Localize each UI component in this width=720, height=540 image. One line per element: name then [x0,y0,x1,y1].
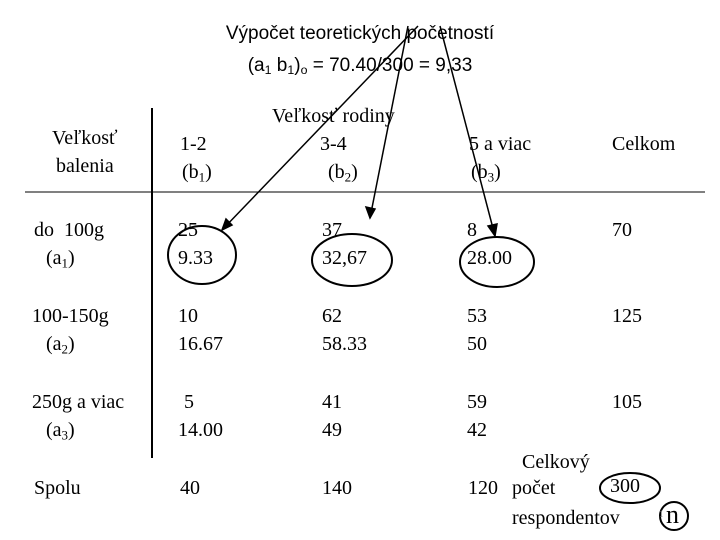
column-sub: (b2) [328,162,358,183]
observed: 5 [184,391,194,413]
row-sub: (a2) [46,334,75,355]
text: = 70.40/300 = 9,33 [307,55,473,76]
text: (a [46,333,62,355]
text: 2 [61,341,69,357]
slide-number: 1 [659,509,664,519]
note: 300 [610,475,640,497]
observed: 37 [322,219,342,241]
text: b [271,55,288,76]
expected: 28.00 [467,247,512,269]
text: 2 [344,169,352,185]
circles [167,225,689,531]
column-sub: (b1) [182,162,212,183]
expected: 42 [467,419,487,441]
expected: 32,67 [322,247,367,269]
text: 1 [198,169,206,185]
expected: 9.33 [178,247,213,269]
column-sub: (b3) [471,162,501,183]
text: 3 [487,169,495,185]
total-label: Celkom [612,133,676,155]
row-total: 105 [612,391,642,413]
text: (b [471,161,488,183]
row-label: do 100g [34,219,104,241]
text: ) [68,333,75,355]
note-symbol: n [666,500,679,529]
observed: 8 [467,219,477,241]
text: ) [68,247,75,269]
text: ) [351,161,358,183]
text: 3 [61,427,69,443]
arrows [220,25,498,238]
row-label: 100-150g [32,305,109,327]
text: (a [46,419,62,441]
column-total: 140 [322,477,352,499]
group-label: Veľkosť rodiny [272,105,395,127]
corner-label: balenia [56,155,114,177]
observed: 53 [467,305,487,327]
observed: 25 [178,219,198,241]
expected: 58.33 [322,333,367,355]
row-total: 70 [612,219,632,241]
text: ) [494,161,501,183]
title-line2: (a1 b1)o = 70.40/300 = 9,33 [0,56,720,76]
note: Celkový [522,451,590,473]
footer-label: Spolu [34,477,81,499]
text: ) [205,161,212,183]
note: respondentov [512,507,620,529]
expected: 49 [322,419,342,441]
expected: 16.67 [178,333,223,355]
text: (b [182,161,199,183]
text: (a [247,55,265,76]
row-sub: (a1) [46,248,75,269]
column-label: 5 a viac [469,133,532,155]
text: (a [46,247,62,269]
text: 1 [287,63,295,78]
column-label: 3-4 [320,133,347,155]
text: ) [294,55,301,76]
row-label: 250g a viac [32,391,125,413]
observed: 10 [178,305,198,327]
title-line1: Výpočet teoretických početností [225,23,495,44]
note: počet [512,477,556,499]
row-total: 125 [612,305,642,327]
text: 1 [264,63,272,78]
observed: 62 [322,305,342,327]
text: o [300,63,308,78]
expected: 14.00 [178,419,223,441]
observed: 41 [322,391,342,413]
text: 1 [61,255,69,271]
observed: 59 [467,391,487,413]
text: ) [68,419,75,441]
corner-label: Veľkosť [52,127,118,149]
column-label: 1-2 [180,133,207,155]
text: (b [328,161,345,183]
row-sub: (a3) [46,420,75,441]
column-total: 120 [468,477,498,499]
column-total: 40 [180,477,200,499]
expected: 50 [467,333,487,355]
